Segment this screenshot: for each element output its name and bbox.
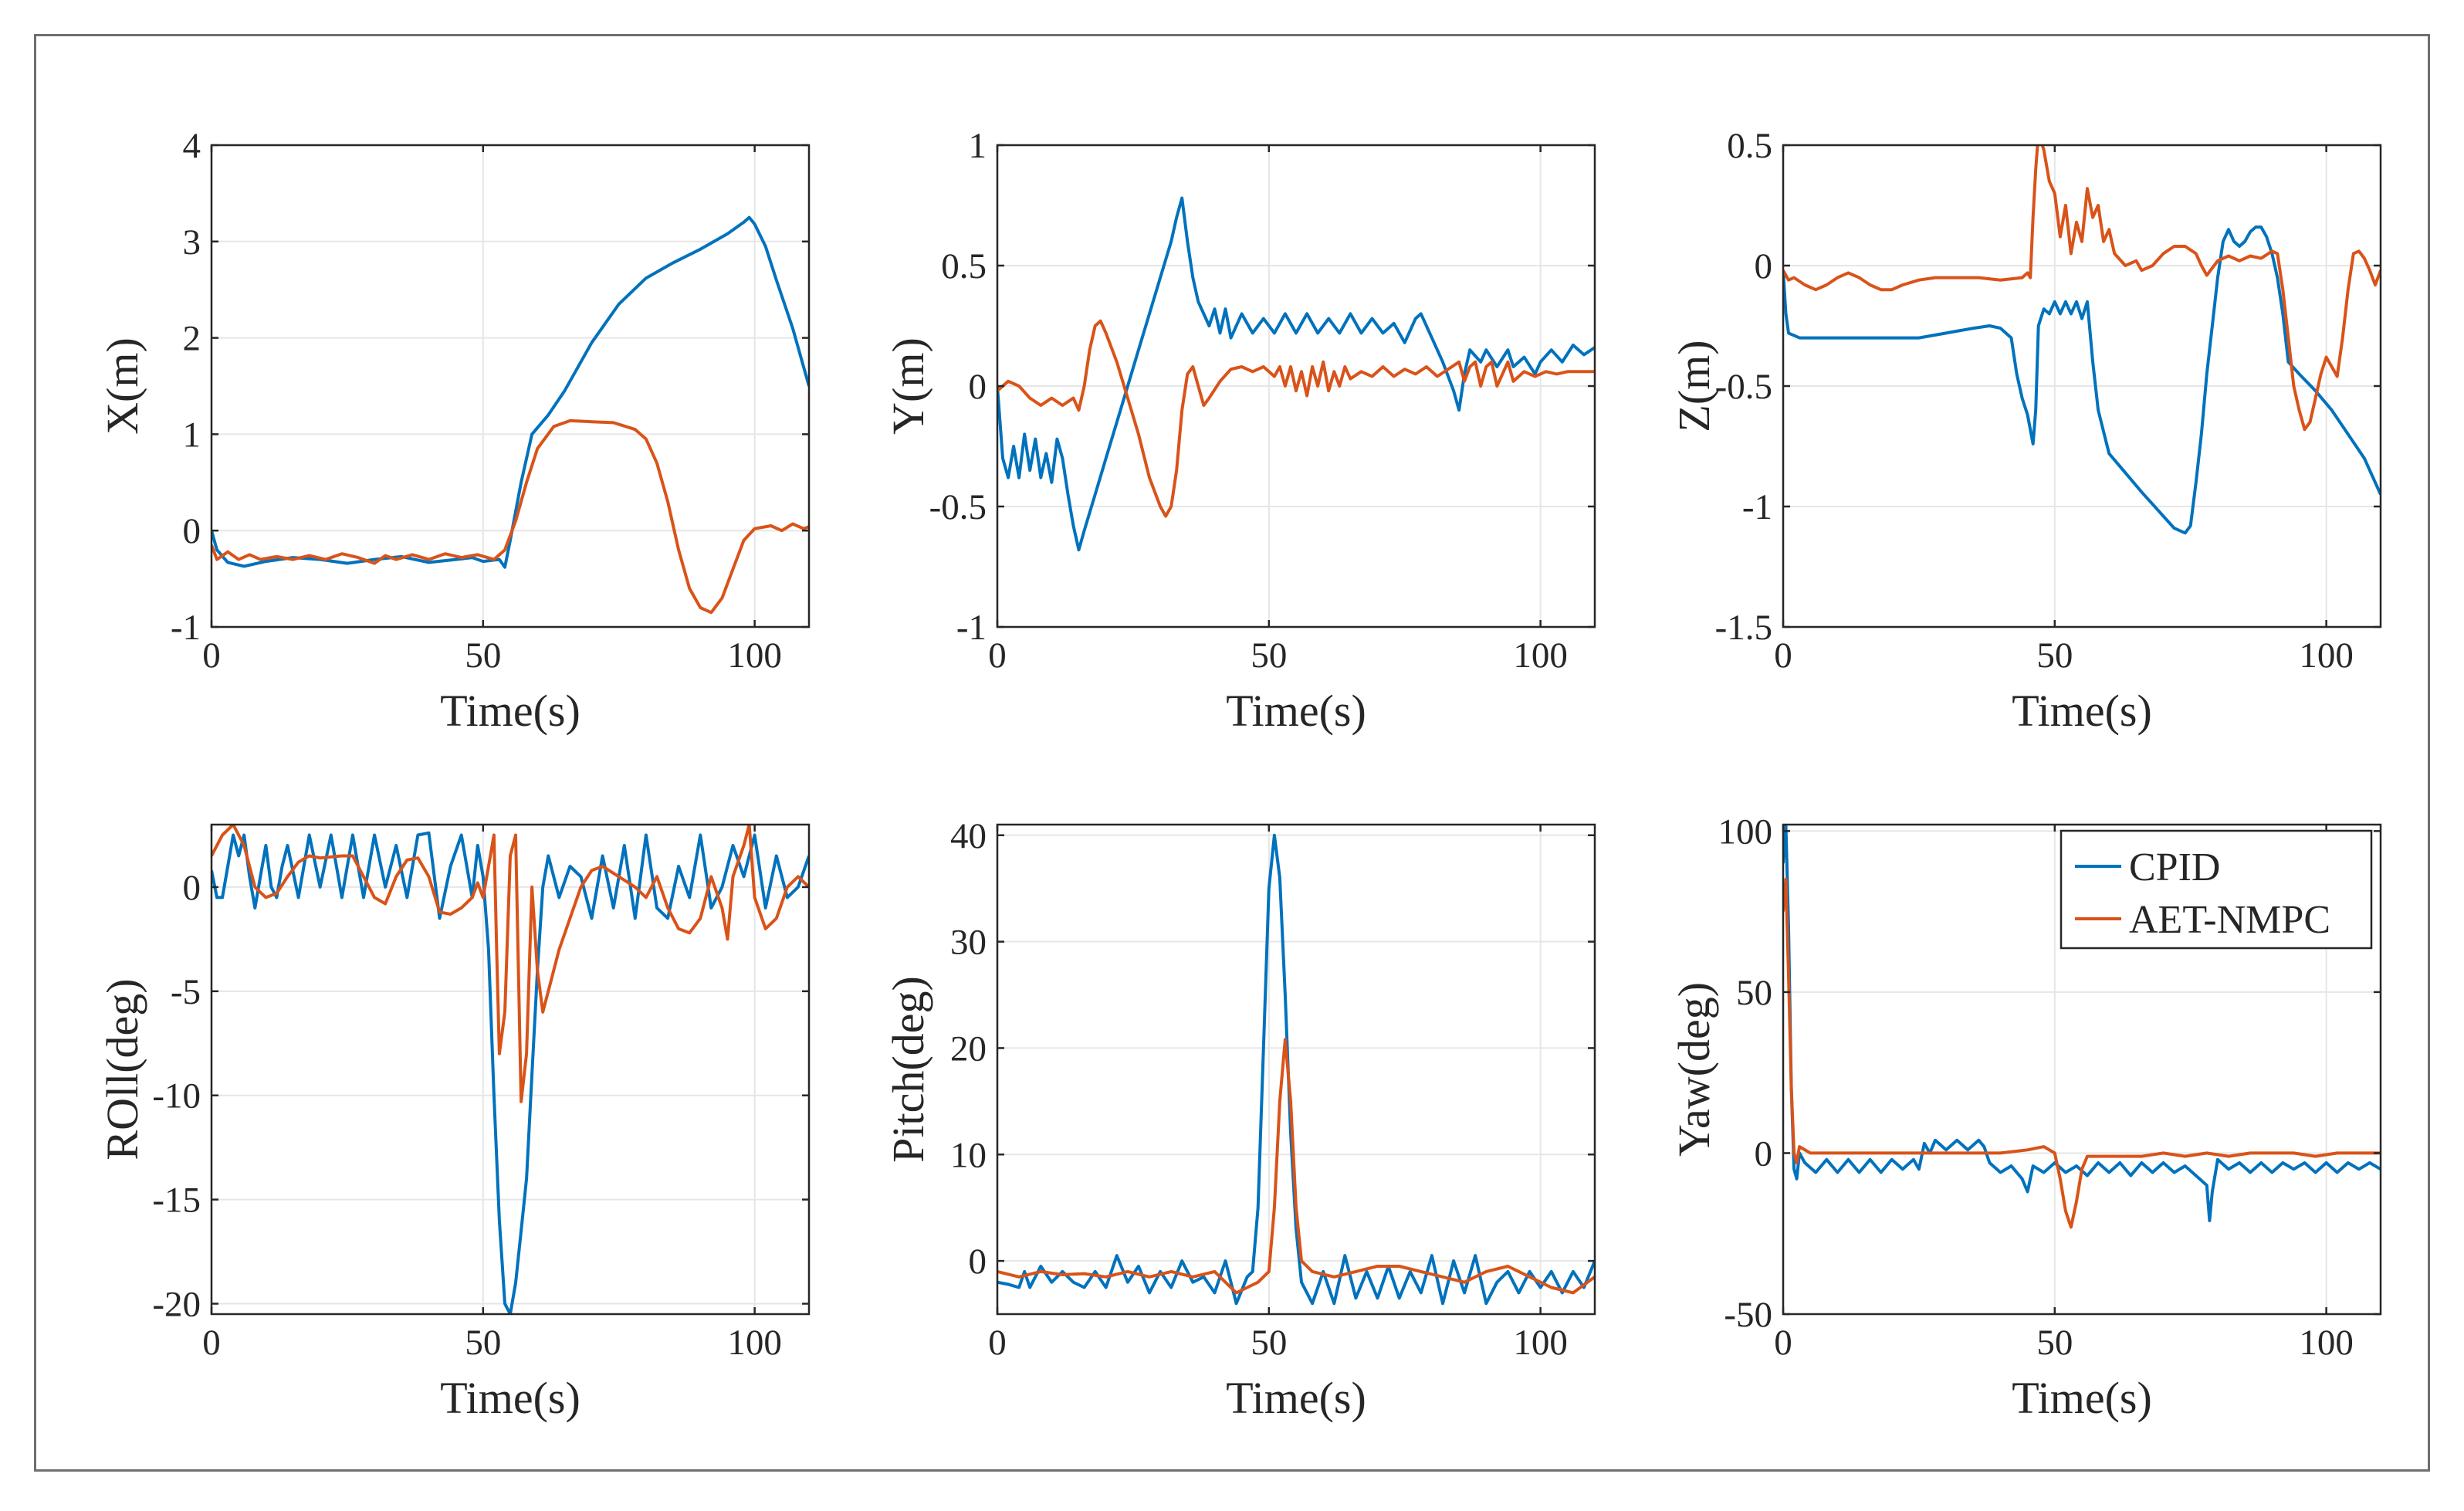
x-axis-label: Time(s) (440, 1373, 580, 1423)
x-axis-label: Time(s) (1226, 1373, 1366, 1423)
tick-label-x: 50 (465, 635, 501, 676)
tick-label-y: 2 (183, 319, 201, 359)
series-group (212, 825, 809, 1314)
tick-label-y: 20 (950, 1028, 987, 1069)
subplot-pitch: 0 50 100 0 10 20 30 40 Time(s) Pitch(deg) (883, 816, 1596, 1423)
tick-label-x: 50 (1251, 1323, 1287, 1363)
tick-label-y: 0 (183, 511, 201, 551)
tick-label-x: 100 (727, 1323, 782, 1363)
tick-label-y: 0 (969, 367, 987, 407)
tick-label-x: 100 (1513, 1323, 1568, 1363)
tick-label-y: -0.5 (1715, 367, 1772, 407)
tick-label-y: 0 (969, 1242, 987, 1282)
subplot-roll: 0 50 100 -20 -15 -10 -5 0 Time(s) ROll(deg) (97, 823, 811, 1423)
legend: CPID AET-NMPC (2060, 829, 2373, 950)
axes-box (210, 144, 811, 628)
axes-box (210, 823, 811, 1316)
tick-label-x: 0 (1774, 635, 1792, 676)
tick-label-y: 4 (183, 126, 201, 166)
tick-label-x: 0 (1774, 1323, 1792, 1363)
axes-box (1782, 823, 2382, 1316)
tick-label-y: 50 (1736, 973, 1772, 1013)
tick-label-y: 3 (183, 222, 201, 263)
tick-label-x: 50 (2036, 1323, 2073, 1363)
series-line-cpid (1783, 825, 2381, 1222)
tick-label-x: 0 (988, 1323, 1007, 1363)
y-axis-label: Y(m) (883, 337, 933, 435)
tick-label-x: 100 (1513, 635, 1568, 676)
tick-label-y: 0 (1755, 1133, 1773, 1174)
tick-label-y: -15 (152, 1181, 201, 1221)
tick-label-x: 0 (988, 635, 1007, 676)
tick-label-x: 50 (1251, 635, 1287, 676)
tick-label-y: 40 (950, 816, 987, 856)
legend-label-cpid: CPID (2129, 845, 2220, 889)
tick-label-y: -1 (1742, 487, 1772, 527)
series-line-aet-nmpc (212, 825, 809, 1103)
tick-label-y: 1 (183, 415, 201, 455)
series-line-cpid (212, 215, 809, 569)
y-axis-label: X(m) (97, 337, 147, 435)
tick-label-y: -10 (152, 1076, 201, 1116)
series-line-cpid (212, 831, 809, 1314)
tick-label-y: 0 (183, 868, 201, 908)
series-line-cpid (997, 196, 1595, 552)
tick-label-y: -1 (956, 608, 987, 648)
x-axis-label: Time(s) (440, 686, 580, 736)
series-line-aet-nmpc (1783, 145, 2381, 432)
tick-label-y: -5 (171, 972, 201, 1012)
series-group (1783, 145, 2381, 535)
tick-label-y: 10 (950, 1135, 987, 1175)
subplot-y: 0 50 100 -1 -0.5 0 0.5 1 Time(s) Y(m) (883, 126, 1596, 736)
series-group (997, 833, 1595, 1306)
tick-label-x: 100 (727, 635, 782, 676)
tick-label-x: 100 (2299, 1323, 2354, 1363)
series-line-aet-nmpc (997, 319, 1595, 518)
tick-label-y: 0.5 (1727, 126, 1772, 166)
tick-label-x: 100 (2299, 635, 2354, 676)
subplot-z: 0 50 100 -1.5 -1 -0.5 0 0.5 Time(s) Z(m) (1669, 126, 2382, 736)
tick-label-x: 50 (465, 1323, 501, 1363)
series-line-aet-nmpc (997, 1038, 1595, 1295)
series-line-aet-nmpc (1783, 877, 2381, 1229)
tick-label-y: -20 (152, 1285, 201, 1325)
series-line-cpid (1783, 225, 2381, 535)
tick-label-y: -1 (171, 608, 201, 648)
tick-label-y: 100 (1718, 811, 1773, 852)
y-axis-label: Z(m) (1669, 340, 1719, 432)
tick-label-y: -0.5 (929, 487, 987, 527)
series-line-aet-nmpc (212, 418, 809, 615)
axes-box (996, 823, 1596, 1316)
x-axis-label: Time(s) (2012, 1373, 2152, 1423)
tick-label-y: 0 (1755, 246, 1773, 286)
legend-label-aet-nmpc: AET-NMPC (2129, 898, 2330, 942)
legend-box (2060, 829, 2373, 950)
tick-label-x: 0 (202, 635, 221, 676)
figure-border (34, 34, 2430, 1472)
tick-label-y: -1.5 (1715, 608, 1772, 648)
tick-label-y: 30 (950, 923, 987, 963)
tick-label-x: 50 (2036, 635, 2073, 676)
tick-label-y: 0.5 (941, 246, 987, 286)
series-group (1783, 825, 2381, 1229)
x-axis-label: Time(s) (2012, 686, 2152, 736)
y-axis-label: Yaw(deg) (1669, 982, 1719, 1157)
y-axis-label: ROll(deg) (97, 978, 147, 1160)
x-axis-label: Time(s) (1226, 686, 1366, 736)
tick-label-x: 0 (202, 1323, 221, 1363)
y-axis-label: Pitch(deg) (883, 976, 933, 1163)
tick-label-y: -50 (1724, 1295, 1772, 1335)
series-group (212, 215, 809, 615)
tick-label-y: 1 (969, 126, 987, 166)
series-group (997, 196, 1595, 552)
